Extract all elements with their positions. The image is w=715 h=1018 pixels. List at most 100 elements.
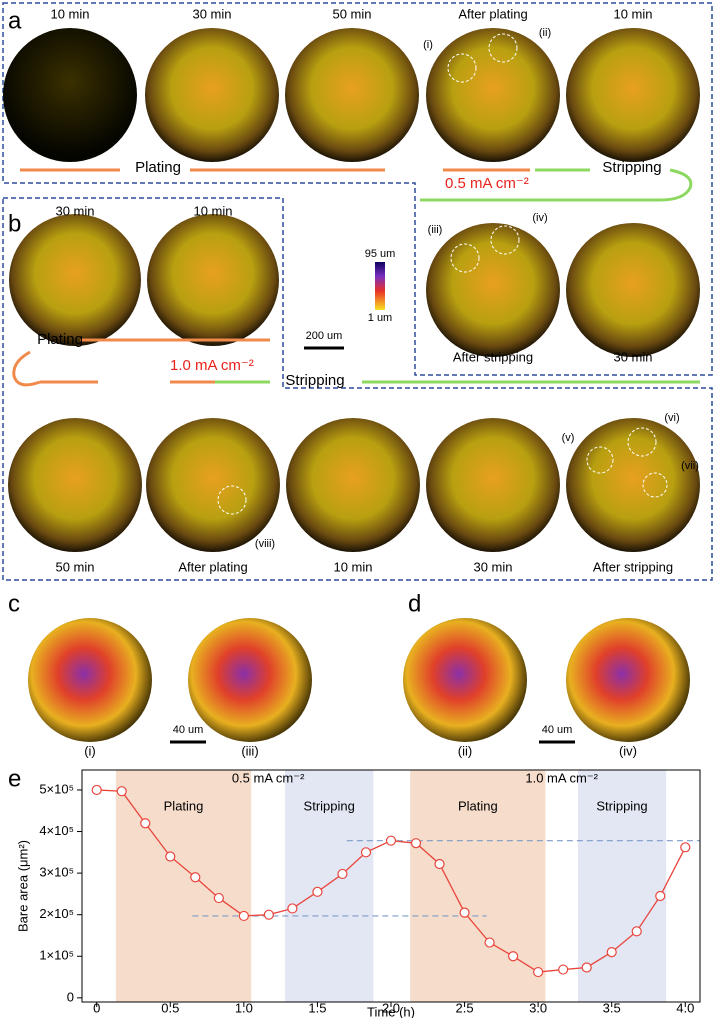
- callout: (i): [423, 39, 433, 51]
- time-label: 50 min: [332, 6, 371, 21]
- x-tick-label: 1.0: [235, 1000, 253, 1015]
- highlight: [447, 53, 477, 83]
- image: [146, 418, 280, 552]
- callout: (iv): [532, 212, 547, 224]
- highlight: [450, 243, 480, 273]
- highlight: [490, 225, 520, 255]
- time-label: After stripping: [593, 559, 673, 574]
- process-label: Plating: [135, 159, 181, 176]
- time-label: After stripping: [453, 349, 533, 364]
- image: [566, 28, 700, 162]
- x-tick-label: 3.0: [529, 1000, 547, 1015]
- image: [426, 223, 560, 357]
- data-point: [410, 838, 422, 849]
- image-label: (iv): [619, 743, 637, 758]
- callout: (viii): [255, 538, 275, 550]
- current-label: 1.0 mA cm⁻²: [170, 357, 254, 374]
- callout: (iii): [428, 224, 443, 236]
- arrow: [12, 350, 41, 387]
- time-label: After plating: [178, 559, 247, 574]
- time-label: 30 min: [192, 6, 231, 21]
- time-label: 30 min: [613, 349, 652, 364]
- y-tick-label: 5×10⁵: [39, 781, 74, 796]
- panel-a-border: [2, 2, 713, 376]
- data-point: [434, 858, 445, 870]
- data-point: [287, 903, 298, 914]
- image: [285, 28, 419, 162]
- data-point: [190, 872, 201, 883]
- image: [8, 418, 142, 552]
- data-point: [116, 786, 127, 797]
- panel-label: e: [8, 765, 21, 792]
- y-tick-label: 0: [67, 989, 74, 1004]
- image: [9, 214, 141, 346]
- region: [285, 770, 374, 1002]
- colorbar-label: 95 um: [365, 248, 396, 260]
- data-point: [91, 784, 102, 796]
- region-label: Stripping: [304, 798, 355, 813]
- callout: (ii): [539, 27, 551, 39]
- x-tick-label: 2.5: [456, 1000, 474, 1015]
- image: [147, 214, 279, 346]
- image: [426, 28, 560, 162]
- data-point: [655, 890, 666, 902]
- panel-label: b: [8, 210, 21, 237]
- data-point: [337, 868, 348, 880]
- image: [286, 418, 420, 552]
- chart: Plating Stripping Plating Stripping 0.5 mA c…: [15, 769, 701, 1018]
- data-point: [238, 910, 249, 922]
- region-label: Plating: [164, 798, 204, 813]
- process-label: Stripping: [602, 159, 661, 176]
- x-tick-label: 3.5: [603, 1000, 621, 1015]
- data-point: [312, 886, 323, 897]
- image: [145, 28, 279, 162]
- data-point: [533, 966, 544, 978]
- data-point: [385, 835, 397, 846]
- colorbar-label: 1 um: [368, 312, 392, 324]
- time-label: 10 min: [613, 6, 652, 21]
- data-point: [606, 947, 617, 958]
- x-tick-label: 4.0: [676, 1000, 694, 1015]
- y-tick-label: 3×10⁵: [39, 865, 74, 880]
- panel-b-border: [2, 197, 713, 581]
- process-label: Stripping: [285, 372, 344, 389]
- region-label: Plating: [458, 798, 498, 813]
- region: [410, 770, 546, 1002]
- data-point: [508, 951, 519, 962]
- scale-label: 40 um: [542, 724, 573, 736]
- image: [426, 418, 560, 552]
- x-axis-label: Time (h): [367, 1004, 415, 1018]
- annotation: 1.0 mA cm⁻²: [525, 770, 598, 785]
- image-label: (i): [84, 743, 96, 758]
- image: [566, 418, 700, 552]
- highlight: [642, 472, 668, 498]
- callout: (vii): [681, 460, 699, 472]
- data-point: [558, 964, 569, 975]
- image-label: (iii): [241, 743, 258, 758]
- scale-label: 40 um: [173, 724, 204, 736]
- panel-label: c: [8, 590, 20, 617]
- callout: (v): [562, 432, 575, 444]
- plot-frame: [81, 769, 701, 1003]
- annotation: 0.5 mA cm⁻²: [232, 770, 305, 785]
- time-label: 30 min: [473, 559, 512, 574]
- y-tick-label: 2×10⁵: [39, 906, 74, 921]
- data-point: [484, 937, 495, 948]
- y-tick-label: 1×10⁵: [39, 948, 74, 963]
- region: [115, 770, 252, 1002]
- highlight: [217, 485, 247, 515]
- x-tick-label: 1.5: [308, 1000, 326, 1015]
- highlight: [586, 446, 614, 474]
- data-point: [263, 909, 274, 920]
- panel-b-images: [8, 214, 700, 552]
- data-point: [631, 926, 642, 937]
- image: [3, 28, 137, 162]
- x-tick-label: 0.5: [161, 1000, 179, 1015]
- highlight: [488, 33, 518, 63]
- data-point: [213, 892, 224, 904]
- arrow: [420, 168, 693, 202]
- colorbar: [375, 262, 385, 310]
- panel-label: d: [408, 590, 421, 617]
- callout: (vi): [664, 412, 679, 424]
